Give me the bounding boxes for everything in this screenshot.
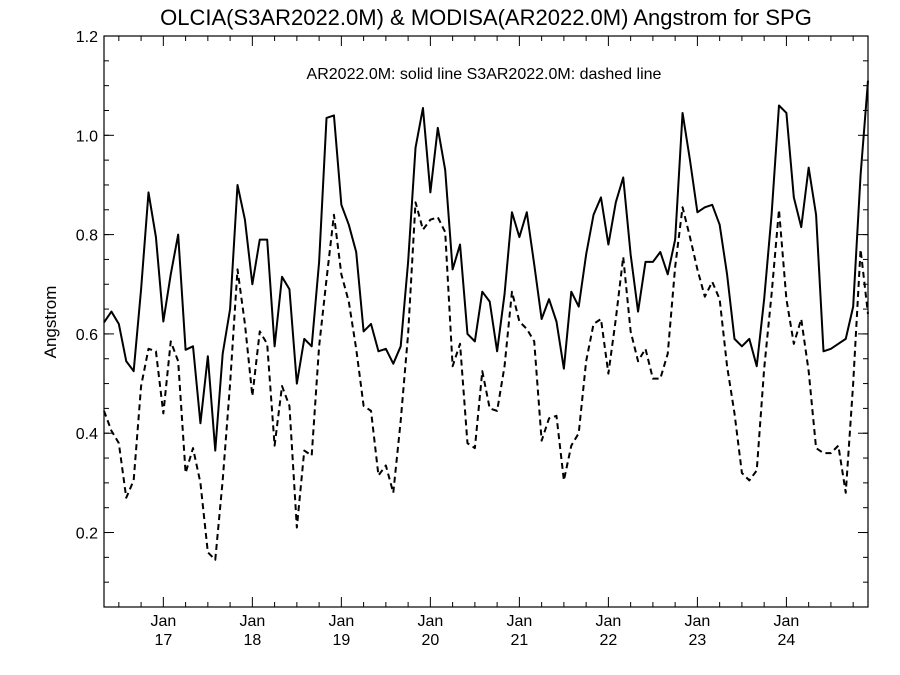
series-layer — [103, 80, 869, 561]
y-tick-label: 0.4 — [76, 426, 98, 443]
x-tick-label-year: 23 — [688, 632, 706, 649]
y-tick-label: 0.8 — [76, 228, 98, 245]
legend-note: AR2022.0M: solid line S3AR2022.0M: dashe… — [307, 66, 662, 83]
x-tick-label-year: 19 — [332, 632, 350, 649]
x-tick-label-year: 17 — [154, 632, 172, 649]
chart-title: OLCIA(S3AR2022.0M) & MODISA(AR2022.0M) A… — [160, 5, 812, 30]
x-tick-label-month: Jan — [239, 613, 265, 630]
x-tick-label-year: 18 — [243, 632, 261, 649]
x-tick-label-month: Jan — [150, 613, 176, 630]
x-tick-label-month: Jan — [417, 613, 443, 630]
x-tick-label-month: Jan — [684, 613, 710, 630]
x-tick-label-month: Jan — [595, 613, 621, 630]
y-axis-ticks: 0.2 0.4 0.6 0.8 1.0 1.2 — [76, 29, 868, 608]
x-tick-label-year: 20 — [421, 632, 439, 649]
x-axis-ticks: Jan 17 Jan 18 Jan 19 Jan 20 Jan 21 Jan 22 Jan 23 Jan 24 — [118, 36, 854, 649]
x-tick-label-month: Jan — [506, 613, 532, 630]
y-axis-label: Angstrom — [41, 286, 60, 359]
x-tick-label-month: Jan — [328, 613, 354, 630]
y-tick-label: 0.6 — [76, 327, 98, 344]
x-tick-label-month: Jan — [774, 613, 800, 630]
series-line-dashed — [103, 201, 869, 561]
y-tick-label: 1.2 — [76, 29, 98, 46]
series-line-solid — [103, 80, 869, 452]
plot-frame — [103, 35, 869, 608]
y-tick-label: 1.0 — [76, 128, 98, 145]
x-tick-label-year: 22 — [599, 632, 617, 649]
x-tick-label-year: 24 — [778, 632, 796, 649]
y-tick-label: 0.2 — [76, 526, 98, 543]
x-tick-label-year: 21 — [510, 632, 528, 649]
